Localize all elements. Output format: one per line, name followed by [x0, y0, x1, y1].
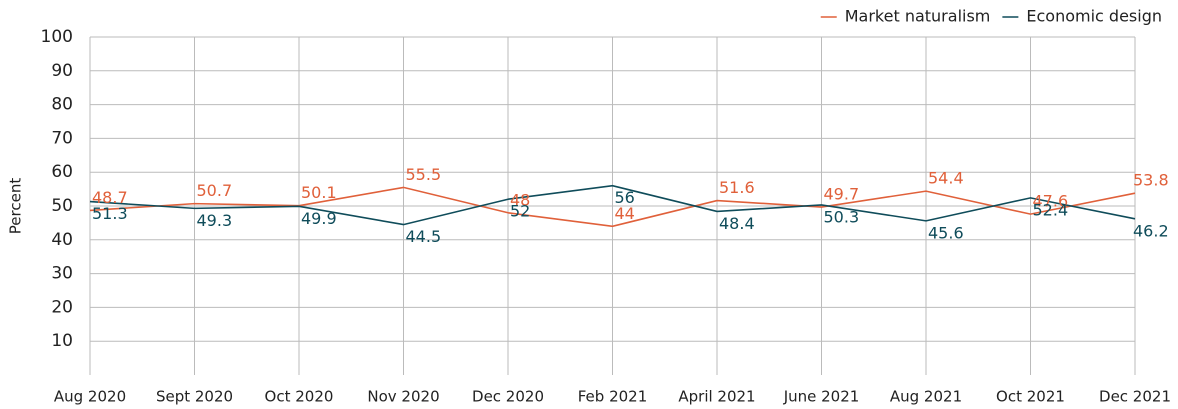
data-label: 49.9 — [301, 209, 337, 228]
data-label: 51.3 — [92, 204, 128, 223]
y-tick-label: 50 — [51, 196, 73, 216]
x-tick-label: June 2021 — [783, 388, 860, 406]
series-line — [89, 186, 1136, 228]
data-label: 44 — [615, 204, 635, 223]
data-label: 48.4 — [719, 214, 755, 233]
y-tick-label: 70 — [51, 128, 73, 148]
data-label: 45.6 — [928, 223, 964, 242]
x-tick-label: Nov 2020 — [367, 388, 439, 406]
y-tick-label: 30 — [51, 264, 73, 284]
legend-label: Market naturalism — [845, 7, 991, 26]
data-label: 56 — [615, 188, 635, 207]
data-label: 48 — [510, 190, 530, 209]
y-tick-label: 60 — [51, 162, 73, 182]
x-tick-label: Feb 2021 — [578, 388, 648, 406]
x-tick-label: Dec 2021 — [1099, 388, 1171, 406]
x-tick-label: Oct 2020 — [265, 388, 334, 406]
data-label: 48.7 — [92, 188, 128, 207]
data-label: 55.5 — [406, 165, 442, 184]
data-label: 46.2 — [1133, 221, 1169, 240]
data-label: 52.4 — [1033, 200, 1069, 219]
data-label: 50.7 — [197, 181, 233, 200]
x-tick-label: Sept 2020 — [156, 388, 233, 406]
data-label: 51.6 — [719, 178, 755, 197]
y-tick-label: 80 — [51, 95, 73, 115]
y-tick-label: 40 — [51, 230, 73, 250]
legend-label: Economic design — [1026, 7, 1162, 26]
x-tick-label: April 2021 — [678, 388, 755, 406]
y-axis-label: Percent — [7, 178, 25, 235]
y-tick-label: 20 — [51, 297, 73, 317]
data-label: 53.8 — [1133, 171, 1169, 190]
y-tick-label: 90 — [51, 61, 73, 81]
y-tick-label: 10 — [51, 331, 73, 351]
data-label: 50.1 — [301, 183, 337, 202]
data-label: 49.7 — [824, 185, 860, 204]
y-tick-label: 100 — [41, 27, 73, 47]
series-line — [89, 184, 1136, 226]
data-label: 44.5 — [406, 227, 442, 246]
data-label: 52 — [510, 202, 530, 221]
data-label: 54.4 — [928, 169, 964, 188]
x-tick-label: Oct 2021 — [996, 388, 1065, 406]
data-label: 49.3 — [197, 211, 233, 230]
x-tick-label: Dec 2020 — [472, 388, 544, 406]
data-label: 50.3 — [824, 207, 860, 226]
data-label: 47.6 — [1033, 192, 1069, 211]
x-tick-label: Aug 2021 — [890, 388, 962, 406]
x-tick-label: Aug 2020 — [54, 388, 126, 406]
